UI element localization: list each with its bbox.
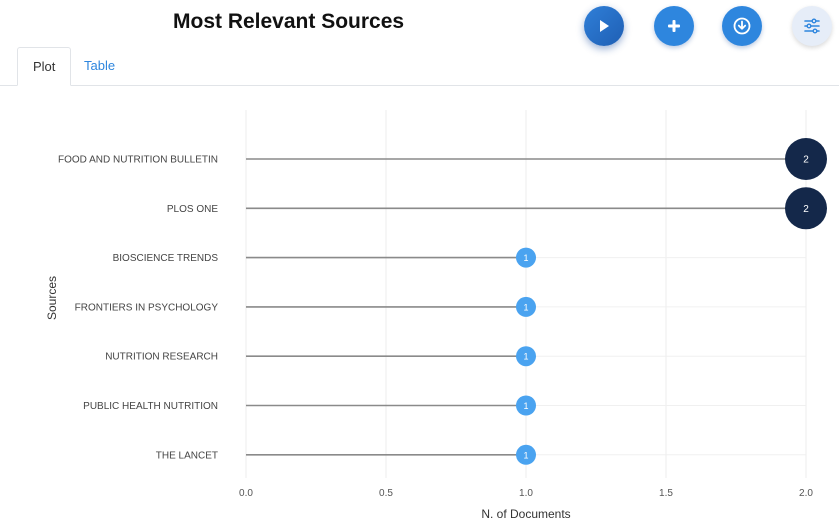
data-label: 1 [523,401,528,411]
grid-lines [245,110,807,478]
y-tick-labels: FOOD AND NUTRITION BULLETIN PLOS ONE BIOSC… [58,155,218,462]
data-points: 2 2 1 1 1 1 1 [516,138,827,465]
sliders-icon [804,18,820,34]
tab-table[interactable]: Table [84,58,116,73]
x-tick-label: 1.5 [659,488,673,499]
data-label: 1 [523,450,528,460]
data-point [785,138,827,180]
y-tick-label: BIOSCIENCE TRENDS [113,253,219,264]
x-tick-label: 0.0 [239,488,253,499]
x-tick-labels: 0.0 0.5 1.0 1.5 2.0 [239,488,813,499]
y-tick-label: NUTRITION RESEARCH [105,352,218,363]
y-tick-label: PLOS ONE [167,204,218,215]
x-tick-label: 0.5 [379,488,393,499]
data-label: 1 [523,302,528,312]
tab-plot[interactable]: Plot [17,47,72,86]
data-point [516,395,536,416]
play-button[interactable] [584,6,624,46]
data-label: 2 [803,155,809,166]
data-point [516,247,536,268]
play-icon [600,20,609,32]
download-button[interactable] [722,6,762,46]
data-label: 1 [523,352,528,362]
data-point [516,296,536,317]
download-icon [733,17,751,35]
data-label: 1 [523,253,528,263]
data-point [516,346,536,367]
x-axis-title: N. of Documents [481,507,570,521]
y-tick-label: FRONTIERS IN PSYCHOLOGY [75,302,219,313]
page-title: Most Relevant Sources [173,10,405,33]
x-tick-label: 2.0 [799,488,813,499]
data-point [516,444,536,465]
y-axis-title: Sources [45,276,59,320]
add-button[interactable] [654,6,694,46]
stems [246,158,806,456]
plus-icon [668,20,680,32]
y-tick-label: PUBLIC HEALTH NUTRITION [83,401,218,412]
y-tick-label: THE LANCET [156,450,218,461]
y-tick-label: FOOD AND NUTRITION BULLETIN [58,155,218,166]
settings-button[interactable] [792,6,832,46]
data-point [785,187,827,230]
tab-bar: Plot Table [0,47,839,86]
data-label: 2 [803,204,809,215]
x-tick-label: 1.0 [519,488,533,499]
